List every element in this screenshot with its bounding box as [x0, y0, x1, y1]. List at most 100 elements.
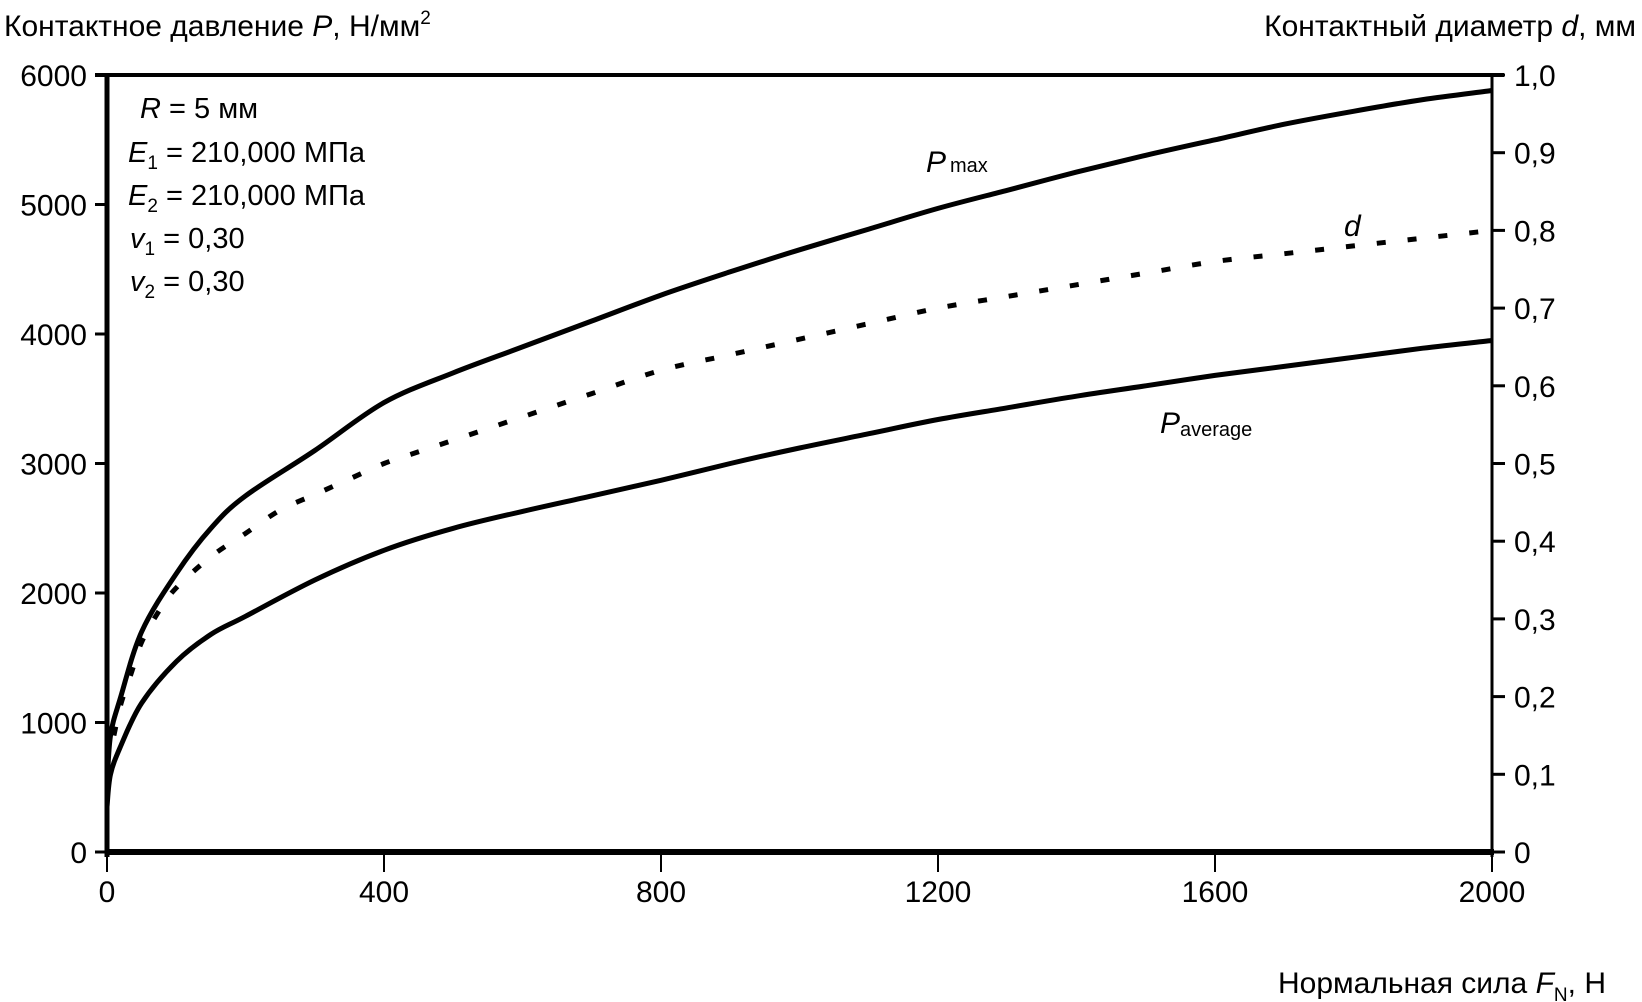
data-point-d [1075, 283, 1078, 286]
data-point-p-max [1421, 98, 1425, 102]
data-point-d [140, 641, 143, 644]
axes: 0 400 800 1200 1600 2000 0 1000 2000 3000 4000 5000… [20, 60, 1555, 909]
y-right-tick-label: 0,2 [1514, 682, 1556, 715]
data-point-p-average [659, 478, 663, 482]
series-label-paverage: Paverage [1160, 407, 1252, 441]
data-point-p-average [244, 614, 247, 618]
data-point-d [417, 450, 420, 453]
data-point-p-max [244, 494, 247, 498]
y-right-title-symbol: d [1561, 10, 1579, 43]
data-point-p-max [140, 630, 144, 634]
data-point-p-average [1282, 364, 1286, 368]
data-point-d [175, 586, 178, 589]
data-point-p-average [140, 701, 144, 705]
data-point-p-max [659, 293, 663, 297]
x-title-subscript: N [1554, 985, 1568, 1002]
param-e1: E1 = 210,000 МПа [128, 137, 366, 174]
data-point-d [1352, 244, 1355, 247]
data-point-p-average [1213, 373, 1217, 377]
data-point-p-average [1075, 394, 1078, 398]
data-point-p-max [590, 319, 594, 323]
data-point-d [660, 369, 663, 372]
data-point-p-max [1352, 109, 1355, 113]
y-left-axis-title: Контактное давление P, Н/мм2 [4, 8, 431, 43]
data-point-d [729, 353, 732, 356]
x-tick-label: 2000 [1459, 876, 1526, 909]
param-e2-value: = 210,000 МПа [158, 180, 366, 212]
param-e2: E2 = 210,000 МПа [128, 180, 366, 217]
param-v2-symbol: v [130, 266, 146, 298]
data-point-p-average [936, 418, 940, 421]
pmax-label-sub: max [950, 155, 988, 177]
param-r-symbol: R [140, 93, 161, 125]
data-point-p-max [1144, 153, 1148, 157]
data-point-p-average [119, 744, 123, 748]
y-right-tick-label: 0,7 [1514, 293, 1556, 326]
y-left-title-sup: 2 [420, 8, 431, 29]
x-tick-label: 1200 [905, 876, 972, 909]
data-point-d [452, 439, 455, 442]
data-point-p-average [209, 632, 213, 636]
y-left-tick-label: 3000 [20, 449, 87, 482]
data-point-d [937, 307, 940, 310]
y-left-tick-label: 2000 [20, 578, 87, 611]
data-point-p-max [728, 270, 732, 274]
parameters-annotation: R = 5 мм E1 = 210,000 МПа E2 = 210,000 М… [128, 93, 366, 303]
x-tick-label: 800 [636, 876, 686, 909]
data-point-d [244, 532, 247, 535]
data-point-d [130, 672, 133, 675]
data-point-d [521, 415, 524, 418]
paverage-label-sub: average [1180, 419, 1252, 441]
data-point-p-max [1282, 122, 1286, 126]
y-left-tick-label: 5000 [20, 190, 87, 223]
data-point-p-average [728, 462, 732, 465]
data-point-p-average [798, 446, 801, 450]
data-point-p-average [1352, 355, 1355, 359]
x-title-symbol: F [1536, 967, 1556, 1000]
y-left-title-symbol: P [312, 10, 332, 43]
y-right-title-unit: , мм [1578, 10, 1636, 43]
y-right-tick-label: 1,0 [1514, 60, 1556, 93]
data-point-p-average [1421, 346, 1425, 350]
data-point-p-max [451, 371, 455, 375]
data-point-d [1006, 295, 1009, 298]
data-point-d [313, 493, 316, 496]
plot-area [104, 88, 1494, 809]
x-tick-label: 0 [99, 876, 116, 909]
y-right-axis-title: Контактный диаметр d, мм [1264, 10, 1636, 43]
y-right-tick-label: 0,6 [1514, 371, 1556, 404]
data-point-p-max [798, 248, 801, 252]
series-line-p-average [104, 338, 1493, 807]
data-point-d [1214, 260, 1217, 263]
data-point-p-average [867, 432, 871, 436]
y-left-tick-label: 6000 [20, 60, 87, 93]
param-v2-value: = 0,30 [155, 266, 245, 298]
data-point-p-average [590, 494, 594, 498]
param-v1: v1 = 0,30 [130, 223, 245, 260]
param-e1-symbol: E [128, 137, 148, 169]
param-v1-symbol: v [130, 223, 146, 255]
y-left-title-unit: , Н/мм [332, 10, 420, 43]
x-axis-title: Нормальная сила FN, Н [1278, 967, 1606, 1002]
x-tick-label: 1600 [1182, 876, 1249, 909]
x-tick-label: 400 [359, 876, 409, 909]
y-right-tick-label: 0,8 [1514, 215, 1556, 248]
data-point-p-average [1005, 406, 1009, 410]
series-line-d [111, 227, 1493, 737]
data-point-p-max [867, 227, 871, 231]
param-e1-sub: 1 [147, 153, 158, 174]
data-point-d [279, 509, 282, 512]
pmax-label-main: P [926, 146, 946, 179]
data-point-d [119, 703, 122, 706]
y-left-tick-label: 1000 [20, 708, 87, 741]
data-point-d [798, 338, 801, 341]
param-v2: v2 = 0,30 [130, 266, 245, 303]
param-v1-value: = 0,30 [155, 223, 245, 255]
paverage-label-main: P [1160, 407, 1180, 440]
data-point-d [348, 478, 351, 481]
param-r: R = 5 мм [140, 93, 258, 125]
y-right-tick-label: 0,5 [1514, 449, 1556, 482]
param-v1-sub: 1 [145, 239, 156, 260]
